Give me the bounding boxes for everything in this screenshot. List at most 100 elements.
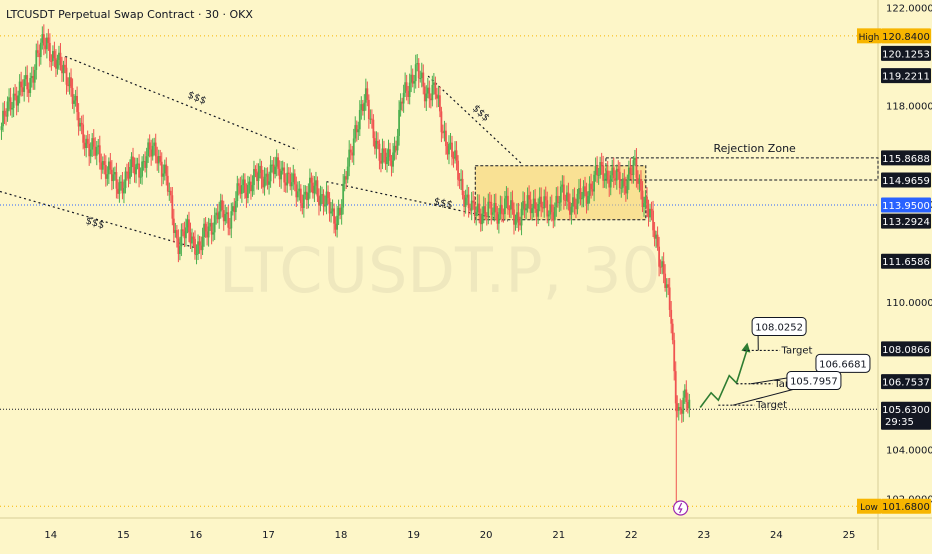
candle-body	[596, 166, 598, 175]
rejection-zone-band	[606, 158, 878, 180]
candle-body	[568, 193, 570, 202]
candle-body	[87, 139, 89, 144]
candle-body	[434, 82, 436, 94]
candle-body	[371, 119, 373, 120]
price-label-value: 120.1253	[882, 49, 930, 60]
candle-body	[658, 247, 660, 267]
candle-body	[324, 204, 326, 206]
candle-body	[182, 229, 184, 231]
candle-body	[610, 175, 612, 187]
projection-path	[700, 349, 747, 408]
candle-body	[47, 38, 49, 43]
chart-title: LTCUSDT Perpetual Swap Contract · 30 · O…	[6, 8, 253, 21]
candle-body	[314, 186, 316, 193]
candle-body	[509, 209, 511, 210]
candle-body	[20, 82, 22, 88]
candle-body	[518, 212, 520, 222]
candle-body	[43, 34, 45, 45]
candle-body	[303, 195, 305, 208]
candle-body	[277, 157, 279, 168]
candle-body	[652, 211, 654, 231]
lightning-icon[interactable]	[674, 501, 688, 515]
candle-body	[64, 65, 66, 68]
price-countdown: 29:35	[885, 417, 914, 428]
candle-body	[165, 165, 167, 176]
candle-body	[515, 220, 517, 225]
candle-body	[73, 100, 75, 103]
candle-body	[54, 51, 56, 58]
x-tick-label: 20	[480, 530, 493, 541]
candle-body	[218, 211, 220, 219]
candle-body	[670, 310, 672, 324]
candle-body	[109, 161, 111, 169]
watermark: LTCUSDT.P, 30	[219, 234, 661, 307]
x-tick-label: 24	[770, 530, 783, 541]
candle-body	[26, 75, 28, 89]
candle-body	[4, 111, 6, 116]
liquidity-label: $$$	[186, 90, 208, 107]
candle-body	[663, 261, 665, 273]
candle-body	[241, 185, 243, 194]
candle-body	[317, 180, 319, 196]
candle-body	[392, 152, 394, 166]
candle-body	[472, 201, 474, 203]
x-tick-label: 19	[407, 530, 420, 541]
candle-body	[601, 162, 603, 165]
liquidity-label: $$$	[433, 196, 454, 211]
candle-body	[409, 83, 411, 97]
candle-body	[152, 146, 154, 157]
candle-body	[300, 189, 302, 204]
candle-body	[167, 176, 169, 192]
y-tick-label: 122.0000	[886, 3, 932, 14]
y-tick-label: 118.0000	[886, 102, 932, 113]
candle-body	[580, 188, 582, 199]
target-callout-value: 108.0252	[755, 323, 803, 334]
candle-body	[7, 101, 9, 116]
candle-body	[481, 214, 483, 225]
candle-body	[602, 165, 604, 180]
candle-body	[159, 156, 161, 162]
x-tick-label: 21	[552, 530, 565, 541]
candle-body	[13, 94, 15, 108]
candle-body	[236, 183, 238, 201]
candle-body	[667, 284, 669, 287]
candle-body	[119, 182, 121, 194]
candle-body	[224, 214, 226, 221]
x-tick-label: 17	[262, 530, 275, 541]
candle-body	[428, 88, 430, 99]
candle-body	[70, 77, 72, 88]
candle-body	[682, 398, 684, 414]
candle-body	[311, 178, 313, 183]
candle-body	[397, 136, 399, 150]
candle-body	[418, 63, 420, 78]
price-label-value: 105.6300	[882, 405, 930, 416]
candle-body	[82, 124, 84, 142]
candle-body	[81, 123, 83, 125]
candle-body	[657, 235, 659, 247]
candle-body	[138, 164, 140, 178]
candle-body	[619, 172, 621, 188]
candle-body	[492, 212, 494, 214]
candle-body	[252, 185, 254, 191]
candle-body	[135, 164, 137, 174]
candle-body	[633, 160, 635, 175]
candle-body	[244, 179, 246, 192]
candle-body	[274, 167, 276, 175]
candle-body	[504, 198, 506, 214]
candle-body	[560, 187, 562, 203]
candle-body	[574, 197, 576, 206]
candle-body	[235, 201, 237, 212]
candle-body	[431, 85, 433, 100]
candle-body	[155, 143, 157, 157]
price-label-value: 115.8688	[882, 154, 930, 165]
candle-body	[40, 43, 42, 57]
candle-body	[640, 179, 642, 191]
candle-body	[132, 157, 134, 168]
price-label-value: 119.2211	[882, 72, 930, 83]
candle-body	[386, 157, 388, 164]
candle-body	[307, 193, 309, 200]
liquidity-label: $$$	[84, 216, 105, 232]
candle-body	[685, 389, 687, 401]
candle-body	[76, 96, 78, 112]
